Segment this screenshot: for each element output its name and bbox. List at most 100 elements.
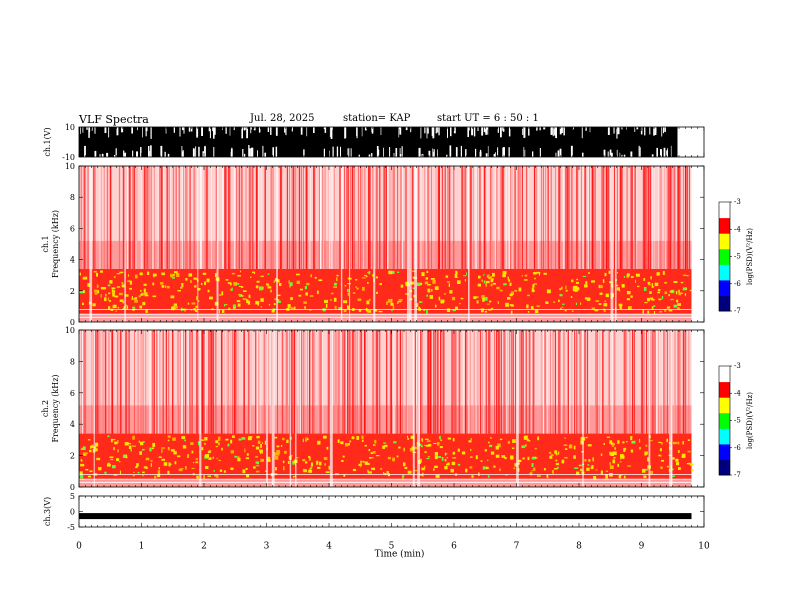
ch2-streak xyxy=(185,330,187,434)
ch2-speckle xyxy=(526,438,529,442)
ch1-speckle xyxy=(195,305,198,308)
ch1-streak xyxy=(503,166,505,269)
ch1-waveform-gap xyxy=(644,127,646,136)
ch1-speckle xyxy=(152,273,157,277)
ch1-speckle xyxy=(293,306,296,310)
ch2-speckle xyxy=(590,466,594,470)
ch1-waveform-gap xyxy=(399,154,402,157)
colorbar-segment xyxy=(719,279,730,296)
ch2-speckle xyxy=(531,456,536,460)
colorbar-segment xyxy=(719,202,730,219)
ch1-speckle xyxy=(375,276,378,279)
ch1-speckle xyxy=(510,291,514,295)
ch1-speckle xyxy=(454,273,458,278)
ch2-streak xyxy=(182,330,184,434)
ch1-streak xyxy=(560,166,561,269)
ch1-speckle xyxy=(659,310,662,313)
ch2-streak xyxy=(420,330,421,434)
ch1-streak xyxy=(313,166,315,269)
ch2-speckle xyxy=(201,447,204,451)
ch2-speckle xyxy=(168,462,171,467)
ch2-speckle xyxy=(283,466,285,471)
ch2-streak xyxy=(354,330,356,434)
ch2-speckle xyxy=(340,441,344,445)
ch2-speckle xyxy=(286,439,289,443)
ch2-speckle xyxy=(554,468,558,470)
ch1-speckle xyxy=(427,284,431,286)
ch1-speckle xyxy=(304,286,307,290)
ch1-streak xyxy=(387,166,389,269)
ch1-streak xyxy=(328,166,330,269)
colorbar-label: log(PSD)(V²/Hz) xyxy=(746,392,754,449)
ch2-speckle xyxy=(678,467,681,470)
ch1-streak xyxy=(333,166,335,269)
ch1-speckle xyxy=(96,290,99,294)
ch2-speckle xyxy=(208,457,212,460)
ch1-waveform-gap xyxy=(485,127,487,135)
colorbar-segment xyxy=(719,248,730,265)
ch1-speckle xyxy=(546,289,551,294)
ch2-speckle xyxy=(143,466,148,469)
ch1-streak xyxy=(647,166,650,269)
ch2-speckle xyxy=(639,438,641,443)
ch1-speckle xyxy=(445,275,449,278)
colorbar-tick-label: -3 xyxy=(734,198,741,206)
ch2-speckle xyxy=(178,468,183,472)
ch1-speckle xyxy=(131,298,135,300)
ch2-streak xyxy=(204,330,207,434)
ch2-streak xyxy=(103,330,105,434)
ch1-waveform-gap xyxy=(607,151,609,157)
ch1-speckle xyxy=(386,301,388,305)
ch1-speckle xyxy=(190,279,192,283)
ch2-speckle xyxy=(480,460,483,462)
ch1-speckle xyxy=(545,301,549,304)
ch2-streak xyxy=(248,330,250,434)
ch1-streak xyxy=(666,166,668,269)
ch1-streak xyxy=(344,166,345,269)
ch1-waveform-gap xyxy=(332,146,334,157)
ch2-speckle xyxy=(402,475,405,478)
ch1-speckle xyxy=(621,284,625,288)
ch2-speckle xyxy=(690,469,694,471)
ch1-speckle xyxy=(476,300,479,304)
ch1-streak xyxy=(649,166,650,269)
ch2-speckle xyxy=(527,456,530,461)
ch1-speckle xyxy=(114,295,119,298)
ch1-speckle xyxy=(425,277,429,280)
ch1-streak xyxy=(287,166,288,269)
ch2-speckle xyxy=(548,451,552,454)
spectrogram-ytick-label: 8 xyxy=(70,193,75,202)
ch2-speckle xyxy=(484,449,487,452)
ch2-speckle xyxy=(137,471,140,474)
ch1-ytick-label: 10 xyxy=(65,123,75,132)
ch1-speckle xyxy=(533,272,537,275)
ch2-speckle xyxy=(91,444,94,448)
ch1-waveform-gap xyxy=(275,146,278,157)
ch1-speckle xyxy=(576,278,578,281)
ch1-waveform-gap xyxy=(86,127,88,130)
ch1-waveform-gap xyxy=(213,127,215,139)
ch1-speckle xyxy=(296,280,300,284)
colorbar-tick-label: -6 xyxy=(734,444,741,452)
ch1-streak xyxy=(482,166,483,269)
ch1-waveform-gap xyxy=(243,127,246,131)
ch2-speckle xyxy=(660,455,662,457)
ch1-speckle xyxy=(573,285,578,290)
ch2-speckle xyxy=(580,437,584,441)
ch1-waveform-gap xyxy=(258,127,261,133)
ch2-streak xyxy=(327,330,329,434)
ch1-speckle xyxy=(391,298,393,303)
ch1-waveform-gap xyxy=(486,127,489,130)
colorbar-label: log(PSD)(V²/Hz) xyxy=(746,228,754,285)
ch2-speckle xyxy=(524,435,528,438)
ch1-speckle xyxy=(630,276,634,278)
ch1-gap xyxy=(216,166,219,322)
ch2-gap xyxy=(412,330,415,487)
ch1-streak xyxy=(491,166,493,269)
ch1-speckle xyxy=(416,282,421,286)
ch2-speckle xyxy=(406,435,409,438)
ch1-speckle xyxy=(626,274,629,278)
ch1-streak xyxy=(391,166,393,269)
ch2-streak xyxy=(579,330,581,434)
ch2-speckle xyxy=(469,466,473,469)
